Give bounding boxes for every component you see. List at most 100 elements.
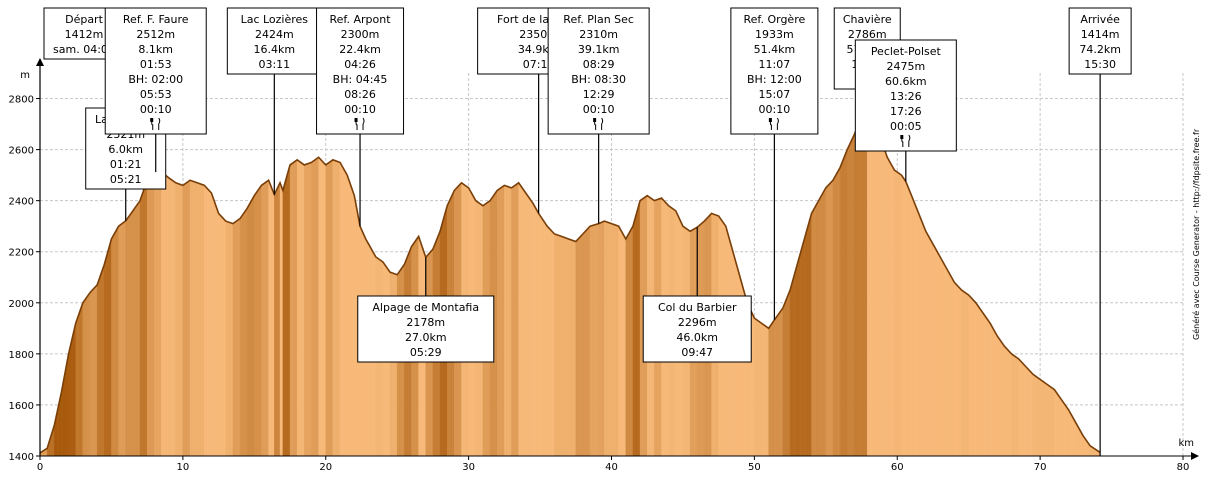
elevation-strip xyxy=(557,234,559,457)
elevation-strip xyxy=(974,300,977,457)
elevation-strip xyxy=(75,319,78,457)
elevation-strip xyxy=(124,220,126,457)
elevation-strip xyxy=(135,204,138,457)
elevation-strip xyxy=(1047,384,1049,457)
elevation-strip xyxy=(778,311,781,457)
elevation-strip xyxy=(346,175,349,457)
elevation-strip xyxy=(319,158,322,457)
elevation-strip xyxy=(1057,393,1059,457)
elevation-strip xyxy=(888,159,891,457)
elevation-strip xyxy=(268,180,271,457)
waypoint-text: 2786m xyxy=(848,28,887,41)
elevation-strip xyxy=(272,190,275,457)
elevation-strip xyxy=(579,234,582,457)
elevation-strip xyxy=(144,184,146,457)
elevation-strip xyxy=(559,235,562,457)
elevation-strip xyxy=(945,266,948,457)
elevation-strip xyxy=(195,181,198,457)
elevation-strip xyxy=(637,205,639,457)
elevation-strip xyxy=(959,287,962,457)
elevation-strip xyxy=(825,185,828,457)
fork-knife-icon xyxy=(150,117,161,130)
x-axis-label: km xyxy=(1178,438,1194,449)
elevation-strip xyxy=(868,106,871,457)
waypoint-text: 00:10 xyxy=(140,103,172,116)
elevation-strip xyxy=(162,172,165,457)
waypoint-lac-lozi-res: Lac Lozières 2424m 16.4km 03:11 xyxy=(226,7,322,195)
elevation-strip xyxy=(509,187,512,457)
elevation-strip xyxy=(821,192,824,457)
elevation-strip xyxy=(148,177,151,457)
elevation-strip xyxy=(184,182,186,457)
elevation-strip xyxy=(799,249,802,457)
elevation-strip xyxy=(782,304,785,457)
elevation-strip xyxy=(256,188,259,457)
elevation-strip xyxy=(822,189,825,457)
elevation-strip xyxy=(522,188,525,457)
elevation-strip xyxy=(186,180,189,457)
waypoint-text: Peclet-Polset xyxy=(871,45,942,58)
elevation-strip xyxy=(244,209,246,457)
elevation-strip xyxy=(196,182,199,457)
elevation-strip xyxy=(849,140,852,457)
elevation-strip xyxy=(529,198,532,457)
x-tick-label: 0 xyxy=(37,462,43,473)
elevation-strip xyxy=(141,192,144,457)
elevation-strip xyxy=(872,118,875,457)
waypoint-box xyxy=(104,7,207,135)
elevation-strip xyxy=(99,272,102,457)
elevation-strip xyxy=(955,283,958,457)
elevation-strip xyxy=(609,222,612,457)
elevation-strip xyxy=(1051,387,1054,457)
elevation-strip xyxy=(628,230,631,457)
elevation-strip xyxy=(259,184,262,457)
elevation-strip xyxy=(139,196,142,457)
elevation-strip xyxy=(582,231,585,457)
elevation-strip xyxy=(1024,364,1027,457)
elevation-strip xyxy=(1065,405,1068,457)
elevation-strip xyxy=(562,236,565,457)
elevation-strip xyxy=(1012,354,1015,457)
elevation-strip xyxy=(101,268,104,457)
waypoint-col-du-barbier: Col du Barbier 2296m 46.0km 09:47 xyxy=(642,227,752,363)
elevation-strip xyxy=(504,185,506,457)
elevation-strip xyxy=(608,222,611,457)
elevation-strip xyxy=(231,222,234,457)
elevation-strip xyxy=(215,205,218,457)
elevation-strip xyxy=(971,297,974,457)
elevation-strip xyxy=(295,159,298,457)
elevation-strip xyxy=(808,218,811,457)
elevation-strip xyxy=(65,361,68,457)
elevation-strip xyxy=(859,116,862,457)
elevation-strip xyxy=(588,225,591,457)
elevation-strip xyxy=(1071,414,1074,457)
elevation-strip xyxy=(794,269,797,457)
elevation-strip xyxy=(1007,348,1009,457)
waypoint-text: 22.4km xyxy=(339,43,381,56)
elevation-strip xyxy=(248,202,251,457)
waypoint-text: 09:47 xyxy=(681,346,713,359)
elevation-strip xyxy=(245,207,248,457)
elevation-strip xyxy=(329,160,332,457)
elevation-strip xyxy=(922,224,925,457)
elevation-strip xyxy=(355,203,358,457)
elevation-strip xyxy=(168,177,171,457)
x-tick-label: 40 xyxy=(605,462,618,473)
elevation-strip xyxy=(764,324,767,457)
elevation-strip xyxy=(258,186,261,457)
elevation-strip xyxy=(774,317,777,457)
elevation-strip xyxy=(757,319,759,457)
elevation-strip xyxy=(345,171,348,457)
elevation-strip xyxy=(858,119,861,457)
elevation-strip xyxy=(944,263,947,457)
y-tick-label: 2200 xyxy=(9,248,34,259)
elevation-strip xyxy=(938,253,941,457)
elevation-strip xyxy=(269,183,272,457)
elevation-strip xyxy=(91,289,94,457)
fork-knife-icon xyxy=(900,134,911,147)
elevation-strip xyxy=(98,276,101,457)
elevation-strip xyxy=(802,238,805,457)
elevation-strip xyxy=(635,210,638,457)
elevation-strip xyxy=(222,217,225,457)
elevation-strip xyxy=(558,235,561,457)
